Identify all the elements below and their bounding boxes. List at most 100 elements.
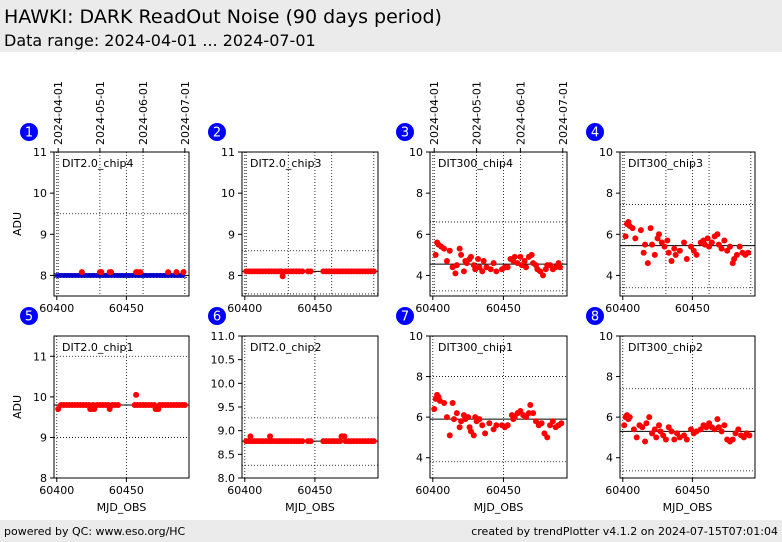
x-tick-label: 60450 — [109, 302, 144, 315]
data-point — [525, 410, 532, 417]
panel-number-badge — [208, 123, 226, 141]
data-point — [511, 253, 518, 260]
data-point — [341, 433, 348, 440]
y-tick-label: 9.0 — [218, 425, 236, 438]
plot-frame — [429, 335, 568, 479]
data-point — [721, 237, 728, 244]
data-point — [649, 241, 656, 248]
data-point — [745, 249, 752, 256]
panel-number-badge — [20, 123, 38, 141]
x-tick-label: 60400 — [39, 484, 74, 497]
x-tick-label: 60450 — [109, 484, 144, 497]
data-point — [446, 247, 453, 254]
y-tick-label: 4 — [606, 452, 613, 465]
data-point — [718, 428, 725, 435]
data-point — [479, 422, 486, 429]
date-tick-label: 2024-05-01 — [471, 81, 484, 145]
date-tick-label: 2024-06-01 — [514, 81, 527, 145]
y-tick-label: 8 — [40, 269, 47, 282]
data-point — [180, 269, 187, 276]
data-point — [98, 269, 105, 276]
data-point — [453, 410, 460, 417]
data-point — [446, 432, 453, 439]
data-point — [307, 268, 314, 275]
data-point — [78, 269, 85, 276]
x-tick-label: 60450 — [486, 302, 521, 315]
date-tick-label: 2024-07-01 — [179, 81, 192, 145]
data-point — [486, 420, 493, 427]
data-point — [671, 436, 678, 443]
data-point — [456, 424, 463, 431]
plot-frame — [53, 151, 190, 297]
y-tick-label: 9 — [40, 431, 47, 444]
chart-panel-3: 3 4 6 8 10 60400 60450 2024-04-01 2024-05-01 2024… — [396, 81, 570, 315]
data-point — [726, 243, 733, 250]
y-tick-label: 8 — [416, 371, 423, 384]
data-point — [630, 426, 637, 433]
data-point — [729, 436, 736, 443]
x-tick-label: 60400 — [605, 302, 640, 315]
data-point — [108, 269, 115, 276]
x-tick-label: 60400 — [415, 302, 450, 315]
data-point — [633, 434, 640, 441]
panel-number: 1 — [25, 126, 33, 141]
x-tick-label: 60450 — [297, 484, 332, 497]
data-point — [504, 264, 511, 271]
data-point — [530, 410, 537, 417]
chart-panel-6: 6 8.0 8.5 9.0 9.5 10.0 10.5 11.0 60400 60450 DIT2.… — [208, 307, 379, 514]
y-tick-label: 11 — [33, 350, 47, 363]
data-point — [626, 414, 633, 421]
data-point — [622, 233, 629, 240]
data-point — [549, 418, 556, 425]
data-point — [538, 420, 545, 427]
y-tick-label: 8.5 — [218, 448, 236, 461]
footer-credit: powered by QC: www.eso.org/HC — [4, 525, 186, 538]
data-point — [449, 399, 456, 406]
x-tick-label: 60450 — [297, 302, 332, 315]
y-tick-label: 9 — [40, 228, 47, 241]
data-point — [475, 255, 482, 262]
data-point — [521, 258, 528, 265]
y-tick-label: 6 — [606, 411, 613, 424]
data-point — [443, 414, 450, 421]
data-point — [528, 251, 535, 258]
data-point — [482, 430, 489, 437]
y-tick-label: 4 — [416, 452, 423, 465]
data-point — [642, 438, 649, 445]
y-tick-label: 10.5 — [211, 354, 236, 367]
data-point — [443, 258, 450, 265]
date-tick-label: 2024-04-01 — [428, 81, 441, 145]
y-tick-label: 9.5 — [218, 401, 236, 414]
date-tick-label: 2024-07-01 — [557, 81, 570, 145]
data-point — [653, 434, 660, 441]
data-point — [642, 241, 649, 248]
panel-number-badge — [396, 123, 414, 141]
panel-number: 5 — [25, 310, 33, 325]
y-tick-label: 10 — [409, 330, 423, 343]
y-tick-label: 4 — [606, 269, 613, 282]
data-point — [621, 422, 628, 429]
y-tick-label: 10 — [33, 187, 47, 200]
y-tick-label: 4 — [416, 269, 423, 282]
y-tick-label: 11.0 — [211, 330, 236, 343]
footer-bar: powered by QC: www.eso.org/HC created by… — [0, 520, 782, 542]
data-point — [644, 260, 651, 267]
panel-number: 2 — [213, 126, 221, 141]
data-point — [718, 245, 725, 252]
data-point — [736, 243, 743, 250]
x-tick-label: 60450 — [675, 302, 710, 315]
data-point — [431, 406, 438, 413]
x-axis-label: MJD_OBS — [285, 501, 335, 514]
data-point — [133, 391, 140, 398]
data-point — [651, 251, 658, 258]
chart-panel-7: 7 4 6 8 10 60400 60450 DIT300_chip1 MJD_OBS — [396, 307, 568, 514]
y-tick-label: 6 — [606, 228, 613, 241]
y-axis-label: ADU — [11, 395, 24, 419]
chart-panel-2: 2 8 9 10 11 60400 60450 DIT2.0_chip3 — [208, 123, 379, 315]
panel-label: DIT300_chip4 — [438, 157, 513, 170]
panel-label: DIT2.0_chip1 — [62, 341, 133, 354]
data-point — [746, 432, 753, 439]
x-axis-label: MJD_OBS — [474, 501, 524, 514]
plots-canvas: 1 8 9 10 11 60400 60450 2024-04-01 2024-05-01 202… — [11, 81, 756, 514]
x-tick-label: 60400 — [39, 302, 74, 315]
